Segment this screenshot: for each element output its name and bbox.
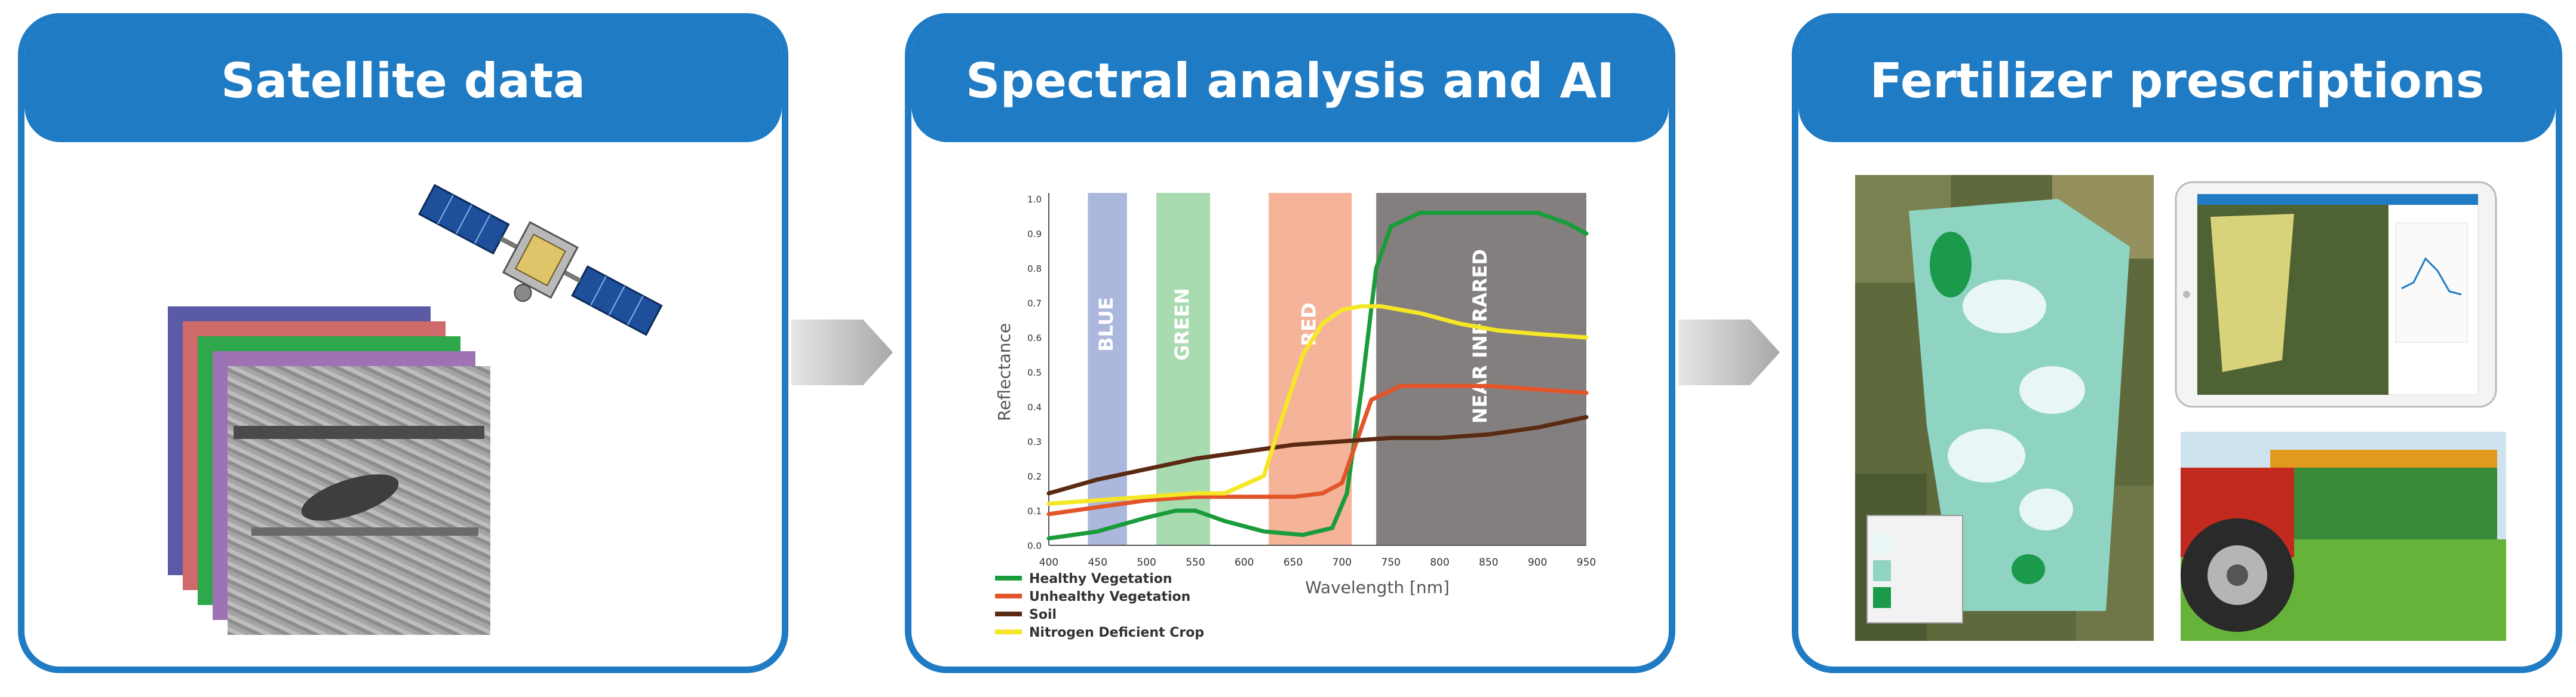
band-label-0: BLUE bbox=[1095, 297, 1117, 351]
band-label-3: NEAR INFRARED bbox=[1469, 249, 1491, 423]
tractor-spreader-photo bbox=[2181, 432, 2506, 641]
y-tick-label: 0.0 bbox=[1027, 541, 1042, 551]
legend-entry: Soil bbox=[1029, 607, 1057, 622]
reflectance-chart: BLUE GREEN RED NEAR INFRARED 400 450 500 550 600… bbox=[994, 193, 1596, 640]
panel-title: Satellite data bbox=[24, 20, 782, 142]
y-tick-label: 1.0 bbox=[1027, 194, 1042, 205]
y-tick-label: 0.6 bbox=[1027, 333, 1042, 343]
x-tick-label: 850 bbox=[1479, 557, 1498, 569]
satellite-data-panel: Satellite data bbox=[18, 13, 788, 673]
y-axis-label: Reflectance bbox=[994, 323, 1014, 421]
y-tick-label: 0.3 bbox=[1027, 437, 1042, 447]
spectral-band-1 bbox=[1156, 193, 1210, 545]
spectral-band-0 bbox=[1088, 193, 1127, 545]
x-tick-label: 800 bbox=[1430, 557, 1449, 569]
y-tick-label: 0.5 bbox=[1027, 367, 1042, 378]
arrow-right-icon bbox=[791, 320, 893, 385]
x-tick-label: 400 bbox=[1039, 557, 1058, 569]
y-tick-label: 0.4 bbox=[1027, 402, 1042, 413]
x-tick-label: 500 bbox=[1137, 557, 1156, 569]
x-tick-label: 900 bbox=[1528, 557, 1547, 569]
satellite-icon bbox=[418, 183, 663, 336]
series-line-0 bbox=[1046, 210, 1589, 541]
x-tick-label: 750 bbox=[1381, 557, 1401, 569]
grayscale-satellite-image bbox=[228, 366, 490, 635]
x-tick-label: 950 bbox=[1577, 557, 1596, 569]
y-tick-label: 0.8 bbox=[1027, 263, 1042, 274]
fertilizer-prescriptions-panel: Fertilizer prescriptions bbox=[1792, 13, 2562, 673]
legend-entry: Nitrogen Deficient Crop bbox=[1029, 625, 1204, 640]
panel-title: Spectral analysis and AI bbox=[911, 20, 1669, 142]
y-tick-label: 0.1 bbox=[1027, 506, 1042, 517]
x-axis-label: Wavelength [nm] bbox=[1305, 578, 1450, 597]
legend-entry: Unhealthy Vegetation bbox=[1029, 589, 1190, 604]
arrow-right-icon bbox=[1678, 320, 1780, 385]
band-label-2: RED bbox=[1298, 302, 1321, 346]
spectral-band-2 bbox=[1269, 193, 1352, 545]
x-tick-label: 450 bbox=[1088, 557, 1107, 569]
spectral-analysis-panel: Spectral analysis and AI BLUE GREEN RED NEA… bbox=[905, 13, 1675, 673]
prescription-map-image bbox=[1855, 175, 2154, 641]
y-tick-label: 0.7 bbox=[1027, 298, 1042, 309]
tablet-app-image bbox=[2175, 181, 2497, 408]
series-line-3 bbox=[1046, 304, 1589, 506]
panel-title: Fertilizer prescriptions bbox=[1798, 20, 2556, 142]
x-tick-label: 600 bbox=[1235, 557, 1254, 569]
y-tick-label: 0.2 bbox=[1027, 471, 1042, 482]
y-tick-label: 0.9 bbox=[1027, 229, 1042, 240]
x-tick-label: 700 bbox=[1332, 557, 1352, 569]
legend-entry: Healthy Vegetation bbox=[1029, 572, 1172, 587]
series-line-2 bbox=[1046, 414, 1589, 496]
band-label-1: GREEN bbox=[1171, 288, 1193, 360]
x-tick-label: 650 bbox=[1284, 557, 1303, 569]
spectral-band-3 bbox=[1376, 193, 1586, 545]
x-tick-label: 550 bbox=[1186, 557, 1205, 569]
series-line-1 bbox=[1046, 383, 1589, 517]
